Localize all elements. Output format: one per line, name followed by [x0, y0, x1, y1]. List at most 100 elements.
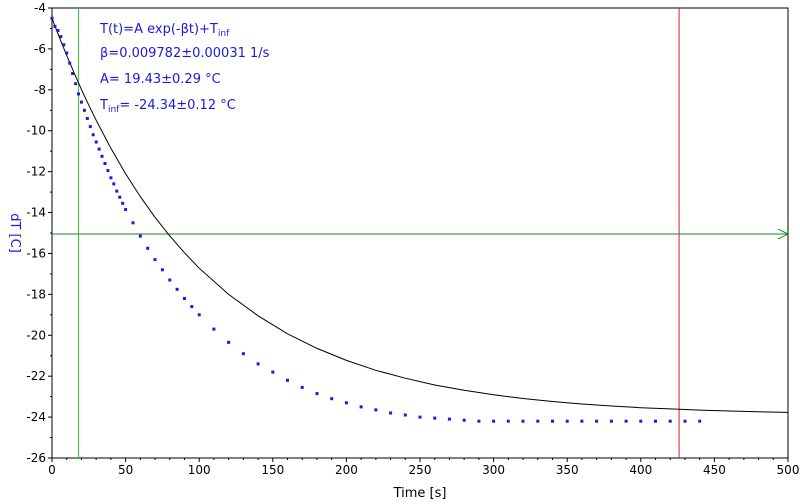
y-tick-label: -20 [26, 328, 46, 342]
data-point [168, 278, 172, 282]
data-point [121, 201, 125, 205]
data-point [315, 392, 319, 396]
data-point [668, 419, 672, 423]
data-point [115, 189, 119, 193]
data-point [118, 195, 122, 199]
data-point [374, 408, 378, 412]
data-point [79, 100, 83, 104]
data-point [330, 397, 334, 401]
data-point [344, 401, 348, 405]
data-point [477, 419, 481, 423]
tinf-annotation: Tinf= -24.34±0.12 °C [100, 98, 236, 115]
data-point [50, 16, 54, 20]
beta-annotation: β=0.009782±0.00031 1/s [100, 46, 270, 61]
data-point [131, 221, 135, 225]
measured-points-group [50, 16, 702, 423]
x-tick-label: 0 [48, 463, 56, 477]
y-tick-label: -18 [26, 287, 46, 301]
data-point [197, 313, 201, 317]
data-point [97, 147, 101, 151]
data-point [74, 82, 78, 86]
data-point [190, 305, 194, 309]
data-point [241, 352, 245, 356]
data-point [609, 419, 613, 423]
x-axis-label: Time [s] [393, 486, 447, 501]
data-point [100, 154, 104, 158]
data-point [53, 24, 57, 28]
plot-frame [51, 7, 789, 459]
data-point [654, 419, 657, 423]
data-point [565, 419, 569, 423]
data-point [447, 417, 451, 421]
data-point [521, 419, 525, 423]
y-tick-label: -12 [26, 165, 46, 179]
y-tick-label: -16 [26, 246, 46, 260]
data-point [94, 140, 98, 144]
data-point [65, 51, 69, 55]
data-point [256, 362, 260, 366]
threshold-arrow-icon [777, 228, 790, 240]
x-tick-label: 100 [188, 463, 211, 477]
x-tick-label: 150 [261, 463, 284, 477]
data-point [300, 385, 304, 389]
y-tick-label: -14 [26, 206, 46, 220]
x-tick-label: 300 [482, 463, 505, 477]
formula-subscript: inf [217, 29, 230, 39]
data-point [227, 340, 231, 344]
data-point [153, 258, 157, 262]
data-point [62, 43, 66, 47]
x-tick-label: 500 [777, 463, 800, 477]
data-point [109, 176, 113, 180]
tinf-subscript: inf [107, 105, 120, 115]
data-point [56, 29, 60, 32]
y-tick-label: -22 [26, 369, 46, 383]
data-point [506, 419, 510, 423]
formula-text: T(t)=A exp(-βt)+T [100, 22, 218, 37]
data-point [462, 418, 466, 422]
data-point [183, 297, 186, 300]
data-point [286, 378, 289, 382]
tinf-value: = -24.34±0.12 °C [119, 98, 236, 113]
data-point [551, 419, 554, 423]
tinf-symbol: T [100, 98, 108, 113]
x-tick-label: 450 [703, 463, 726, 477]
y-tick-label: -8 [34, 83, 46, 97]
data-point [433, 416, 437, 420]
data-point [389, 411, 393, 415]
y-tick-label: -6 [34, 42, 46, 56]
amplitude-annotation: A= 19.43±0.29 °C [100, 72, 221, 87]
data-point [138, 234, 142, 238]
y-axis-label: dT [C] [7, 213, 22, 253]
data-point [212, 327, 216, 331]
x-tick-label: 250 [409, 463, 432, 477]
data-point [595, 419, 599, 423]
data-point [271, 370, 275, 374]
data-point [91, 133, 95, 137]
data-point [103, 162, 107, 165]
data-point [418, 415, 422, 419]
data-point [160, 268, 164, 272]
axes: 0 50 100 150 200 250 300 350 400 450 500 -4 -6 -8 -10 -… [26, 1, 799, 477]
x-tick-label: 200 [335, 463, 358, 477]
data-point [59, 35, 63, 39]
formula-annotation: T(t)=A exp(-βt)+Tinf [100, 22, 229, 39]
x-tick-label: 50 [118, 463, 133, 477]
data-point [124, 208, 128, 211]
y-tick-label: -4 [34, 1, 46, 15]
data-point [639, 419, 643, 423]
data-point [624, 419, 628, 423]
data-point [492, 419, 496, 423]
data-point [536, 419, 540, 423]
data-point [359, 405, 363, 409]
data-point [85, 117, 89, 120]
data-point [580, 419, 584, 423]
data-point [77, 92, 80, 96]
data-point [82, 108, 86, 112]
data-point [88, 125, 92, 129]
data-point [68, 61, 72, 65]
y-tick-label: -10 [26, 124, 46, 138]
y-tick-label: -26 [26, 451, 46, 465]
x-tick-label: 350 [556, 463, 579, 477]
x-tick-label: 400 [629, 463, 652, 477]
